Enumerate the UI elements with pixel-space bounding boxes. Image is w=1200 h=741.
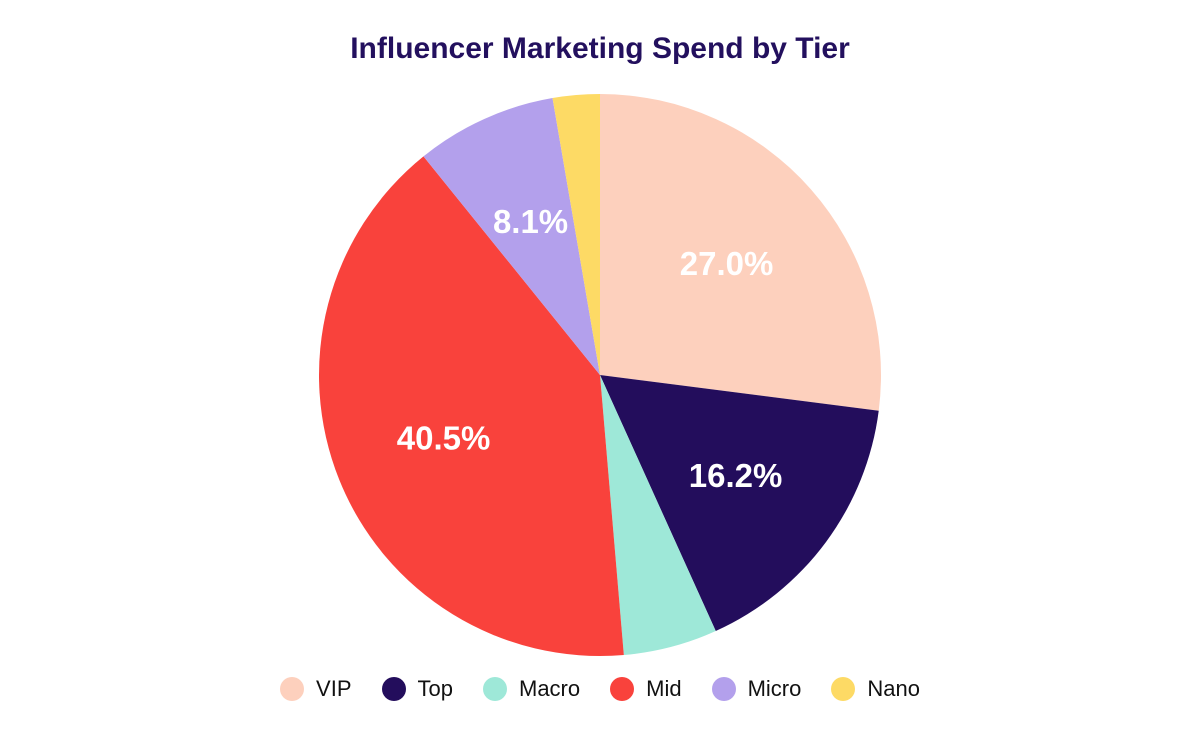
slice-label-mid: 40.5% bbox=[397, 419, 491, 456]
legend-label: VIP bbox=[316, 676, 352, 701]
slice-label-micro: 8.1% bbox=[493, 203, 568, 240]
legend-label: Mid bbox=[646, 676, 682, 701]
legend-swatch bbox=[483, 677, 507, 701]
legend-item-macro[interactable]: Macro bbox=[483, 676, 580, 702]
legend-item-vip[interactable]: VIP bbox=[280, 676, 352, 702]
legend-label: Macro bbox=[519, 676, 581, 701]
legend-item-mid[interactable]: Mid bbox=[610, 676, 682, 702]
legend-swatch bbox=[381, 677, 406, 701]
pie-slice-micro bbox=[423, 98, 600, 375]
legend-item-nano[interactable]: Nano bbox=[831, 676, 920, 702]
legend: VIP Top Macro Mid Micro Nano bbox=[0, 676, 1200, 702]
pie-slice-top bbox=[600, 375, 879, 632]
legend-swatch bbox=[831, 677, 856, 701]
legend-swatch bbox=[280, 677, 305, 701]
legend-label: Micro bbox=[747, 676, 802, 701]
legend-label: Top bbox=[417, 676, 453, 701]
legend-swatch bbox=[610, 677, 635, 701]
legend-item-micro[interactable]: Micro bbox=[711, 676, 802, 702]
pie-slice-nano bbox=[552, 94, 600, 375]
pie-slice-macro bbox=[600, 375, 716, 655]
chart-title: Influencer Marketing Spend by Tier bbox=[350, 32, 850, 65]
legend-swatch bbox=[711, 677, 736, 701]
pie-slice-vip bbox=[600, 94, 881, 411]
slice-label-top: 16.2% bbox=[689, 457, 783, 494]
pie-slice-mid bbox=[319, 156, 624, 656]
slice-label-vip: 27.0% bbox=[680, 245, 774, 282]
legend-label: Nano bbox=[867, 676, 920, 701]
legend-item-top[interactable]: Top bbox=[381, 676, 453, 702]
